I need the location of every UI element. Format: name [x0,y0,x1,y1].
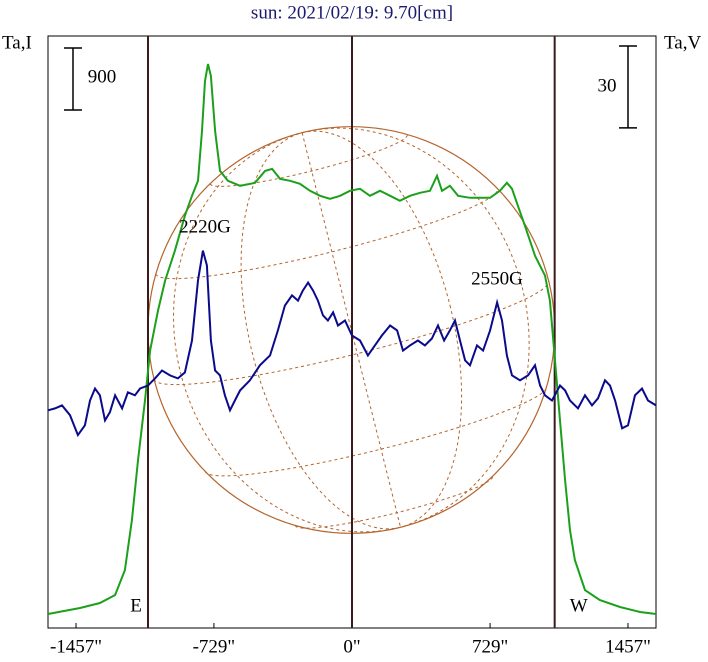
plot-area [47,35,657,629]
x-tick-label: 729" [472,636,508,657]
annotation: 2550G [471,268,523,289]
scale-bar-label: 900 [88,66,117,87]
parallel [204,385,548,477]
series-line [47,63,657,615]
x-tick-label: -1457" [50,636,102,657]
meridian [301,132,402,528]
y2-axis-label: Ta,V [664,32,701,53]
x-tick-label: -729" [193,636,236,657]
limb-label: W [570,595,588,616]
parallel [209,134,408,187]
x-tick-label: 1457" [605,636,651,657]
limb-label: E [130,595,142,616]
y-axis-label: Ta,I [2,32,32,53]
chart-title: sun: 2021/02/19: 9.70[cm] [251,2,453,23]
series-line [47,250,657,438]
x-tick-label: 0" [343,636,360,657]
scale-bar-label: 30 [598,75,617,96]
annotation: 2220G [179,216,231,237]
parallel [155,188,499,280]
